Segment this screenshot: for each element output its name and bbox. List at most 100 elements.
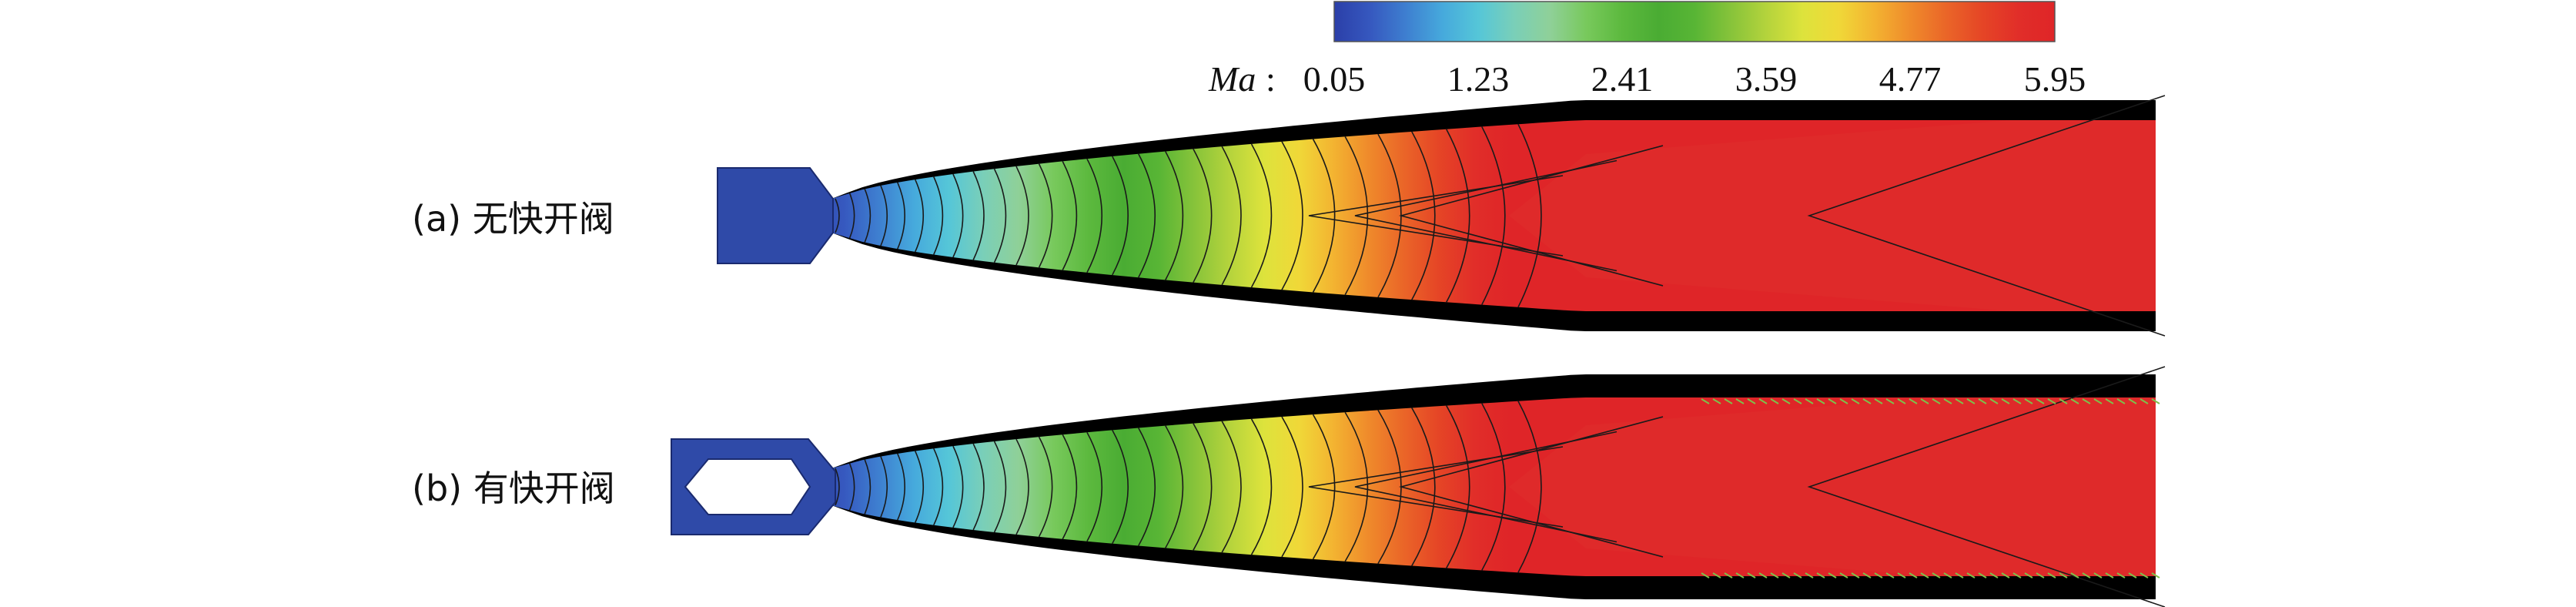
colorbar-tick-label: 0.05 bbox=[1303, 59, 1366, 99]
wall-streak bbox=[2036, 572, 2045, 578]
wall-streak bbox=[1781, 572, 1791, 578]
contour-line bbox=[880, 185, 888, 246]
contour-line bbox=[1086, 158, 1102, 273]
wall-streak bbox=[1793, 572, 1802, 578]
wall-streak bbox=[2024, 572, 2033, 578]
contour-line bbox=[1038, 436, 1053, 538]
contour-line bbox=[1446, 405, 1470, 568]
wall-streak bbox=[1932, 572, 1941, 578]
wall-streak bbox=[1805, 398, 1814, 404]
wall-streak bbox=[2128, 572, 2137, 578]
wall-streak bbox=[1839, 398, 1848, 404]
wall-streak bbox=[1805, 572, 1814, 578]
wall-streak bbox=[1770, 572, 1779, 578]
contour-line bbox=[1807, 95, 2166, 337]
wall-streak bbox=[2139, 572, 2149, 578]
wall-streak bbox=[1943, 398, 1952, 404]
fast-opening-valve bbox=[684, 458, 811, 515]
mach-contour-lines bbox=[835, 366, 2166, 607]
wall-streak bbox=[1897, 398, 1906, 404]
wall-streak bbox=[2024, 398, 2033, 404]
wall-streak bbox=[1874, 398, 1883, 404]
wall-streak bbox=[1816, 572, 1825, 578]
contour-line bbox=[897, 453, 905, 521]
colorbar-gradient bbox=[1333, 1, 2056, 42]
wall-streak bbox=[2012, 398, 2022, 404]
panel-label: (a) 无快开阀 bbox=[412, 198, 614, 240]
contour-line bbox=[1193, 148, 1213, 283]
wall-streak bbox=[1909, 398, 1918, 404]
contour-line bbox=[864, 459, 871, 515]
contour-line bbox=[835, 198, 840, 233]
contour-line bbox=[1411, 407, 1436, 566]
panel-label: (b) 有快开阀 bbox=[412, 468, 615, 509]
contour-line bbox=[1312, 139, 1336, 293]
contour-line bbox=[1281, 416, 1303, 558]
contour-line bbox=[1281, 141, 1303, 290]
wall-streak bbox=[2047, 398, 2056, 404]
wall-streak bbox=[1966, 572, 1975, 578]
contour-line bbox=[1221, 146, 1242, 286]
wall-streak bbox=[1885, 398, 1895, 404]
wall-streak bbox=[1770, 398, 1779, 404]
contour-line bbox=[1354, 159, 1618, 272]
contour-line bbox=[1250, 418, 1273, 555]
wall-streak bbox=[1897, 572, 1906, 578]
wall-streak bbox=[2059, 572, 2068, 578]
contour-line bbox=[972, 443, 985, 531]
contour-line bbox=[835, 468, 840, 506]
wall-streak bbox=[2082, 572, 2091, 578]
contour-line bbox=[1038, 163, 1053, 268]
wall-streak bbox=[1781, 398, 1791, 404]
contour-line bbox=[1398, 145, 1664, 287]
wall-streak bbox=[2105, 398, 2114, 404]
contour-line bbox=[1015, 438, 1029, 535]
wall-streak bbox=[1920, 398, 1929, 404]
contour-line bbox=[1112, 429, 1129, 545]
contour-line bbox=[864, 189, 871, 243]
wall-streak bbox=[1862, 572, 1872, 578]
wall-streak bbox=[1828, 572, 1837, 578]
wall-streak bbox=[2001, 572, 2010, 578]
contour-line bbox=[1138, 153, 1156, 278]
wall-streak bbox=[1978, 398, 1987, 404]
wall-streak bbox=[1885, 572, 1895, 578]
wall-streak bbox=[1735, 572, 1745, 578]
wall-streak bbox=[2128, 398, 2137, 404]
contour-line bbox=[1517, 401, 1542, 573]
contour-line bbox=[933, 176, 944, 255]
wall-streak bbox=[1735, 398, 1745, 404]
core-flow-region bbox=[1509, 397, 2156, 576]
contour-line bbox=[1138, 428, 1156, 546]
wall-streak bbox=[2116, 398, 2126, 404]
colorbar-variable-symbol: Ma bbox=[1208, 59, 1256, 99]
settling-chamber bbox=[717, 167, 834, 264]
wall-streak bbox=[1851, 398, 1860, 404]
wall-streak bbox=[1851, 572, 1860, 578]
wall-streak bbox=[1955, 398, 1964, 404]
contour-line bbox=[848, 463, 855, 511]
colorbar-tick-label: 4.77 bbox=[1879, 59, 1942, 99]
wall-streak bbox=[1932, 398, 1941, 404]
wall-streak bbox=[1793, 398, 1802, 404]
contour-line bbox=[897, 182, 905, 250]
wall-streak bbox=[1712, 572, 1721, 578]
contour-line bbox=[993, 168, 1007, 263]
wall-streak bbox=[1758, 572, 1768, 578]
nozzle-contour bbox=[717, 95, 2166, 337]
wall-streak bbox=[2105, 572, 2114, 578]
contour-line bbox=[952, 445, 964, 528]
wall-streak bbox=[1862, 398, 1872, 404]
wall-streak bbox=[1724, 572, 1733, 578]
wall-streak bbox=[1828, 398, 1837, 404]
wall-streak bbox=[2070, 572, 2079, 578]
wall-streaks bbox=[1701, 398, 2160, 578]
wall-streak bbox=[2139, 398, 2149, 404]
core-region-fill bbox=[1509, 397, 2156, 576]
wall-streak bbox=[1978, 572, 1987, 578]
wall-streak bbox=[2082, 398, 2091, 404]
contour-line bbox=[952, 173, 964, 258]
colorbar-tick-label: 2.41 bbox=[1591, 59, 1654, 99]
wall-streak bbox=[2116, 572, 2126, 578]
